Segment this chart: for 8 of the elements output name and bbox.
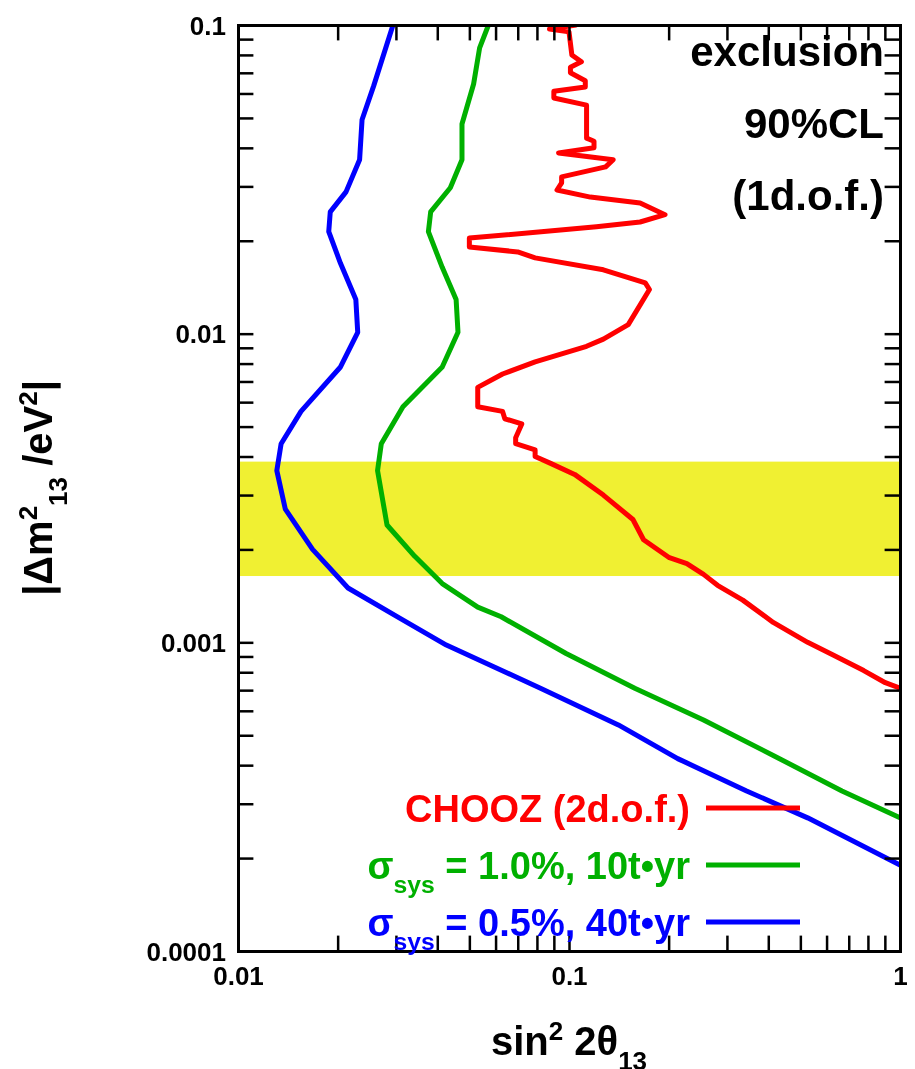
legend-label: CHOOZ (2d.o.f.) (405, 788, 690, 830)
y-tick-label: 0.001 (160, 627, 226, 658)
annotation: exclusion 90%CL (1d.o.f.) (690, 28, 884, 219)
x-tick-label: 1 (893, 961, 908, 992)
legend-label: σ$_{sys}$ = 1.0%, 10t•yr (367, 845, 691, 898)
y-tick-label: 0.01 (175, 319, 226, 350)
x-tick-label: 0.1 (551, 961, 588, 992)
y-tick-label: 0.1 (189, 10, 226, 41)
